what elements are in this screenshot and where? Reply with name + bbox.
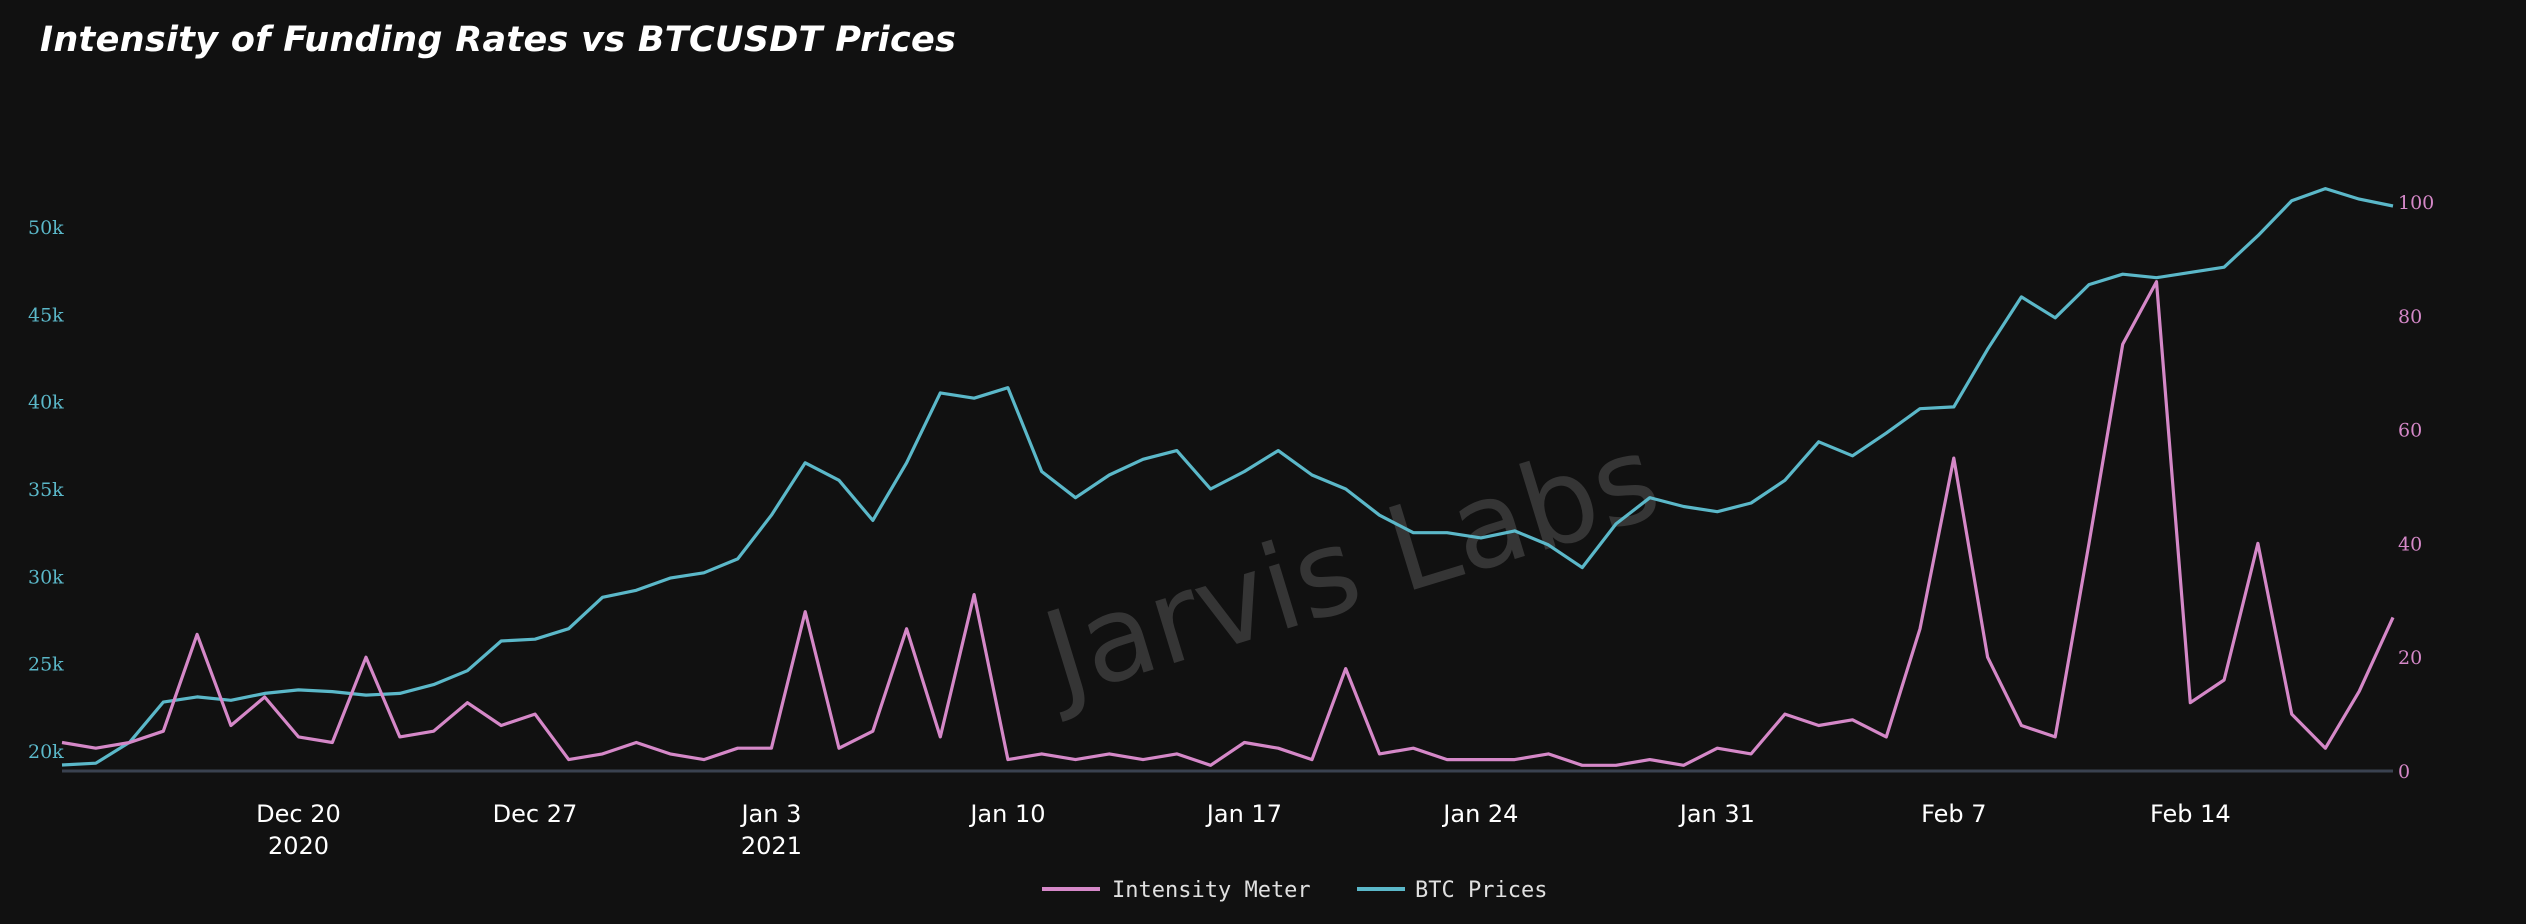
x-tick-year-label: 2020 bbox=[268, 832, 329, 860]
y-right-tick-label: 20 bbox=[2398, 647, 2422, 669]
y-axis-right: 0 20 40 60 80 100 bbox=[2398, 192, 2434, 783]
x-tick-label: Jan 17 bbox=[1205, 800, 1282, 828]
y-left-tick-label: 45k bbox=[28, 304, 64, 326]
series-layer bbox=[61, 187, 2395, 767]
y-right-tick-label: 80 bbox=[2398, 306, 2422, 328]
x-tick-label: Jan 10 bbox=[968, 800, 1045, 828]
y-left-tick-label: 40k bbox=[28, 392, 64, 414]
y-left-tick-label: 25k bbox=[28, 654, 64, 676]
intensity-meter-line bbox=[61, 280, 2395, 767]
legend-btc-label[interactable]: BTC Prices bbox=[1415, 878, 1547, 903]
y-left-tick-label: 35k bbox=[28, 479, 64, 501]
y-axis-left: 20k 25k 30k 35k 40k 45k 50k bbox=[28, 217, 64, 763]
x-tick-label: Feb 7 bbox=[1921, 800, 1986, 828]
x-tick-label: Feb 14 bbox=[2150, 800, 2231, 828]
y-right-tick-label: 100 bbox=[2398, 192, 2434, 214]
x-tick-label: Dec 20 bbox=[256, 800, 341, 828]
x-axis: Dec 20 2020 Dec 27 Jan 3 2021 Jan 10 Jan 17 Jan… bbox=[256, 800, 2230, 860]
x-tick-label: Dec 27 bbox=[493, 800, 578, 828]
legend-intensity-label[interactable]: Intensity Meter bbox=[1112, 878, 1311, 903]
y-left-tick-label: 20k bbox=[28, 741, 64, 763]
legend: Intensity Meter BTC Prices bbox=[1042, 878, 1547, 903]
btc-prices-line bbox=[61, 187, 2394, 767]
y-right-tick-label: 0 bbox=[2398, 761, 2410, 783]
y-left-tick-label: 50k bbox=[28, 217, 64, 239]
x-tick-label: Jan 31 bbox=[1678, 800, 1755, 828]
y-left-tick-label: 30k bbox=[28, 566, 64, 588]
x-tick-label: Jan 24 bbox=[1441, 800, 1518, 828]
y-right-tick-label: 60 bbox=[2398, 420, 2422, 442]
y-right-tick-label: 40 bbox=[2398, 533, 2422, 555]
x-tick-label: Jan 3 bbox=[739, 800, 801, 828]
x-tick-year-label: 2021 bbox=[741, 832, 802, 860]
chart-title: Intensity of Funding Rates vs BTCUSDT Pr… bbox=[40, 20, 957, 60]
